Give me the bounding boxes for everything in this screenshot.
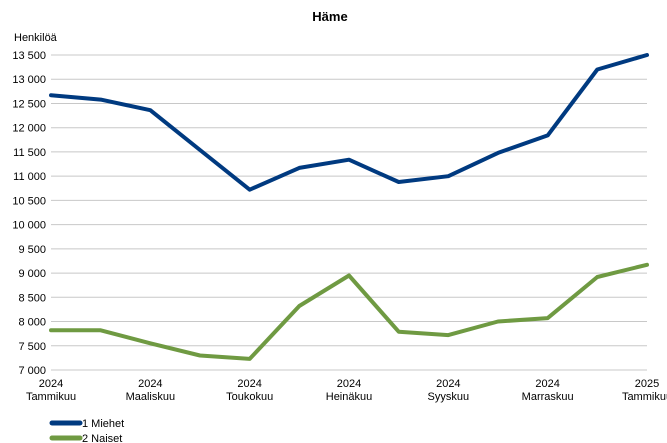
series-1-point — [148, 108, 152, 112]
y-tick-label: 7 000 — [18, 365, 46, 377]
x-axis-ticks: 2024Tammikuu2024Maaliskuu2024Toukokuu202… — [26, 378, 667, 403]
series-1-point — [645, 53, 649, 57]
x-tick-year: 2024 — [337, 378, 361, 390]
x-tick-month: Syyskuu — [428, 391, 470, 403]
legend-label: 2 Naiset — [82, 433, 122, 443]
series-2-point — [49, 328, 53, 332]
x-tick-year: 2025 — [635, 378, 659, 390]
series-1-point — [496, 151, 500, 155]
grid — [51, 54, 647, 371]
series-2-point — [297, 304, 301, 308]
series-line-1 — [49, 53, 649, 192]
x-tick-month: Tammikuu — [26, 391, 76, 403]
series-1-point — [49, 93, 53, 97]
series-lines — [49, 53, 649, 361]
x-tick-year: 2024 — [237, 378, 261, 390]
x-tick-month: Marraskuu — [522, 391, 574, 403]
series-2-point — [397, 330, 401, 334]
y-tick-label: 8 500 — [18, 292, 46, 304]
series-1-point — [595, 68, 599, 72]
y-tick-label: 9 500 — [18, 244, 46, 256]
y-tick-label: 13 000 — [12, 74, 46, 86]
x-tick-year: 2024 — [535, 378, 559, 390]
series-2-point — [645, 263, 649, 267]
y-axis-ticks: 7 000 7 500 8 000 8 500 9 000 9 500 10 000 10 5… — [12, 50, 46, 377]
series-2-point — [347, 274, 351, 277]
series-1-point — [297, 166, 301, 170]
series-2-point — [148, 341, 152, 345]
series-2-point — [446, 333, 450, 337]
legend: 1 Miehet 2 Naiset — [49, 418, 124, 443]
series-2-point — [198, 353, 202, 357]
y-tick-label: 9 000 — [18, 268, 46, 280]
series-1-point — [446, 174, 450, 178]
x-tick-month: Tammikuu — [622, 391, 667, 403]
y-tick-label: 11 000 — [13, 171, 46, 183]
series-1-point — [397, 180, 401, 184]
y-tick-label: 13 500 — [12, 50, 46, 62]
y-tick-label: 12 500 — [12, 98, 46, 110]
x-tick-month: Toukokuu — [226, 391, 273, 403]
x-tick-month: Maaliskuu — [126, 391, 176, 403]
series-2-point — [496, 320, 500, 324]
y-tick-label: 8 000 — [18, 317, 46, 329]
series-1-point — [248, 188, 252, 192]
y-axis-label: Henkilöä — [14, 32, 58, 44]
y-tick-label: 11 500 — [13, 147, 46, 159]
x-tick-year: 2024 — [39, 378, 63, 390]
legend-label: 1 Miehet — [82, 418, 124, 430]
y-tick-label: 7 500 — [18, 341, 46, 353]
y-tick-label: 10 500 — [12, 195, 46, 207]
x-tick-year: 2024 — [138, 378, 162, 390]
x-tick-year: 2024 — [436, 378, 460, 390]
series-1-point — [546, 133, 550, 137]
y-tick-label: 10 000 — [12, 220, 46, 232]
series-2-point — [248, 357, 252, 361]
series-line-2 — [49, 262, 649, 361]
series-2-point — [595, 275, 599, 279]
series-1-point — [347, 158, 351, 162]
chart-title: Häme — [312, 9, 347, 24]
x-tick-month: Heinäkuu — [326, 391, 372, 403]
series-1-point — [99, 98, 103, 102]
y-tick-label: 12 000 — [12, 123, 46, 135]
series-2-point — [99, 328, 103, 332]
series-1-point — [198, 148, 202, 152]
series-2-point — [546, 316, 550, 320]
